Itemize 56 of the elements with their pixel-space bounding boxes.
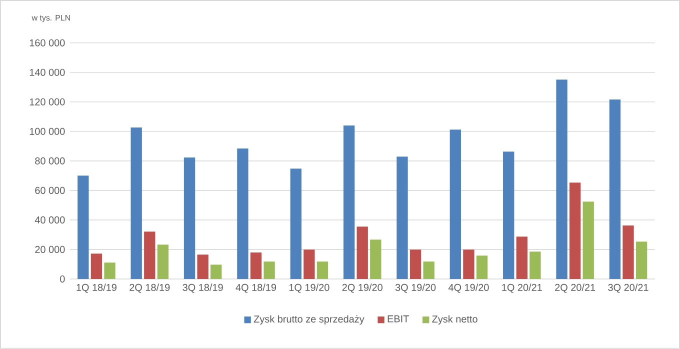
y-tick-label: 20 000 (35, 246, 65, 254)
bar (304, 250, 315, 280)
bar (556, 80, 568, 280)
x-tick-label: 3Q 18/19 (182, 284, 223, 293)
legend-label: Zysk brutto ze sprzedaży (254, 315, 364, 325)
bar (463, 250, 474, 280)
bar (264, 262, 275, 280)
x-tick-label: 1Q 20/21 (502, 284, 542, 293)
bar (250, 252, 262, 280)
bar (90, 254, 102, 280)
y-tick-label: 120 000 (30, 98, 65, 106)
bar (609, 100, 621, 280)
y-tick-label: 40 000 (34, 216, 65, 224)
bar (184, 158, 196, 280)
y-tick-label: 80 000 (35, 157, 65, 165)
bar (503, 152, 514, 280)
legend-label: EBIT (388, 316, 409, 322)
bar (450, 130, 462, 280)
bar (78, 176, 89, 280)
bar (396, 156, 408, 280)
bar (210, 264, 222, 280)
bar (237, 148, 248, 280)
bar (423, 262, 434, 280)
bar (197, 254, 208, 280)
x-tick-label: 2Q 19/20 (342, 284, 382, 293)
x-tick-label: 2Q 20/21 (555, 284, 596, 293)
x-tick-label: 4Q 18/19 (236, 284, 276, 293)
bar (370, 240, 382, 280)
bar (356, 226, 368, 280)
x-tick-label: 3Q 19/20 (395, 284, 436, 293)
bar (516, 236, 528, 280)
legend-label: Zysk netto (432, 315, 478, 325)
x-tick-label: 4Q 19/20 (448, 284, 489, 293)
bar (636, 242, 648, 280)
bar (622, 226, 634, 280)
bar (157, 244, 169, 280)
bar (410, 250, 422, 280)
y-tick-label: 140 000 (30, 68, 65, 76)
bar (582, 202, 594, 280)
x-tick-label: 1Q 19/20 (289, 284, 330, 293)
bar (144, 232, 156, 280)
y-tick-label: 100 000 (30, 128, 65, 136)
bar (290, 168, 302, 280)
bar (343, 126, 355, 280)
bar (476, 256, 488, 280)
bar (316, 262, 328, 280)
bar (130, 128, 142, 280)
y-tick-label: 160 000 (30, 39, 65, 46)
y-tick-label: 60 000 (35, 186, 65, 194)
x-tick-label: 3Q 20/21 (608, 284, 648, 293)
bar (104, 262, 116, 280)
y-tick-label: 0 (60, 276, 65, 283)
bar (569, 182, 581, 280)
x-tick-label: 1Q 18/19 (76, 284, 116, 293)
x-tick-label: 2Q 18/19 (130, 284, 170, 293)
bar (530, 252, 541, 280)
